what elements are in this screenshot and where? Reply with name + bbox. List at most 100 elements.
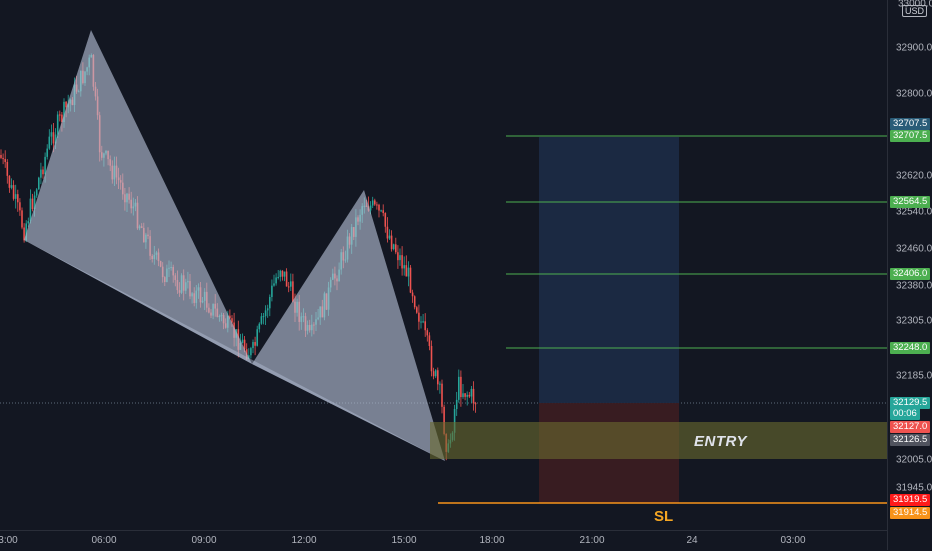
candle-body — [455, 399, 458, 410]
candle-body — [287, 286, 290, 288]
candle-body — [46, 148, 48, 157]
time-tick: 24 — [686, 535, 698, 546]
candle-body — [31, 198, 34, 210]
time-tick: 15:00 — [391, 535, 417, 546]
candle-body — [19, 202, 21, 211]
price-tag-target-alt: 32707.5 — [890, 118, 931, 130]
candle-body — [25, 223, 27, 241]
candle-body — [273, 283, 275, 286]
candle-body — [6, 161, 9, 176]
candle-body — [388, 235, 391, 239]
candle-body — [12, 185, 15, 199]
candle-body — [63, 101, 65, 122]
candle-body — [264, 310, 267, 317]
price-tick-top: 33000.0 — [898, 0, 932, 10]
price-tick: 32460.0 — [896, 243, 932, 255]
time-tick: 06:00 — [91, 535, 117, 546]
candle-body — [397, 252, 399, 261]
candle-body — [292, 281, 294, 302]
candle-countdown: 00:06 — [890, 408, 920, 420]
candle-body — [279, 270, 282, 277]
price-tick: 31945.0 — [896, 482, 932, 494]
candle-body — [413, 296, 416, 308]
candle-body — [254, 342, 256, 346]
candle-body — [470, 388, 473, 397]
candle-body — [437, 370, 439, 385]
candle-body — [29, 198, 32, 222]
candle-body — [258, 323, 261, 330]
entry-label: ENTRY — [694, 433, 748, 450]
candle-body — [458, 376, 460, 400]
currency-badge[interactable]: USD — [902, 5, 928, 17]
price-tag-stop-2: 31914.5 — [890, 507, 931, 519]
candle-body — [252, 342, 254, 349]
candle-body — [441, 383, 443, 407]
candle-body — [42, 169, 44, 175]
price-tick: 32800.0 — [896, 88, 932, 100]
price-tick: 32900.0 — [896, 42, 932, 54]
candle-body — [54, 134, 57, 144]
candle-body — [409, 267, 412, 293]
price-tick: 32305.0 — [896, 315, 932, 327]
candle-body — [56, 114, 59, 135]
candle-body — [432, 371, 435, 377]
candle-body — [52, 132, 55, 144]
pattern-xbd-base — [24, 240, 445, 461]
candle-body — [395, 244, 397, 253]
candle-body — [10, 185, 13, 188]
time-tick: 09:00 — [191, 535, 217, 546]
price-tag-target-2: 32564.5 — [890, 196, 931, 208]
candle-body — [399, 255, 401, 261]
candle-body — [376, 204, 378, 206]
candle-body — [371, 200, 374, 206]
candle-body — [474, 403, 477, 405]
time-tick: 3:00 — [0, 535, 18, 546]
candle-body — [38, 177, 40, 190]
entry-zone[interactable] — [430, 422, 887, 459]
candle-body — [416, 307, 418, 313]
candle-body — [23, 227, 25, 241]
harmonic-pattern[interactable] — [24, 30, 445, 461]
time-axis[interactable]: 3:00 06:00 09:00 12:00 15:00 18:00 21:00… — [0, 530, 887, 551]
candle-body — [434, 370, 437, 377]
time-tick: 12:00 — [291, 535, 317, 546]
candle-body — [384, 213, 387, 227]
price-tag-last: 32129.5 — [890, 397, 931, 409]
candle-body — [405, 265, 408, 277]
candle-body — [407, 267, 410, 277]
candle-body — [59, 114, 61, 116]
candle-body — [44, 156, 46, 175]
candle-body — [285, 271, 288, 287]
candle-body — [35, 189, 38, 196]
price-axis[interactable]: 33000.0 USD 32900.0 32800.0 32620.0 3254… — [887, 0, 932, 550]
candle-body — [17, 194, 19, 203]
time-tick: 03:00 — [780, 535, 806, 546]
candle-body — [277, 276, 279, 278]
candle-body — [262, 316, 265, 318]
price-tick: 32540.0 — [896, 206, 932, 218]
candle-body — [260, 316, 263, 324]
candle-body — [266, 308, 269, 311]
profit-zone[interactable] — [539, 137, 679, 403]
time-tick: 18:00 — [479, 535, 505, 546]
price-tick: 32620.0 — [896, 170, 932, 182]
candle-body — [424, 321, 426, 331]
candle-body — [241, 339, 244, 343]
candle-body — [248, 355, 250, 359]
candle-body — [269, 297, 271, 309]
candle-body — [65, 101, 67, 108]
price-tag-entry-high: 32127.0 — [890, 421, 931, 433]
candle-body — [426, 330, 429, 336]
candle-body — [472, 388, 475, 404]
candle-body — [8, 175, 11, 188]
candle-body — [403, 265, 405, 269]
candle-body — [275, 277, 277, 284]
candle-body — [443, 406, 445, 434]
candle-body — [231, 318, 233, 323]
price-chart[interactable] — [0, 0, 887, 530]
candle-body — [468, 394, 471, 397]
candle-body — [390, 235, 393, 250]
candle-body — [61, 114, 63, 122]
candle-body — [380, 210, 382, 212]
candle-body — [386, 226, 389, 239]
